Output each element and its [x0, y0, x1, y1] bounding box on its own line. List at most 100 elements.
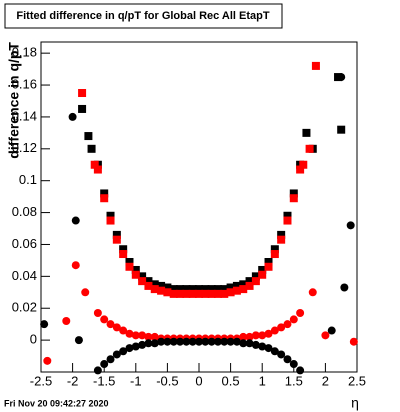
circle-marker — [93, 309, 102, 318]
circle-marker — [327, 326, 336, 335]
y-tick-label: 0.04 — [12, 268, 37, 283]
y-tick-label: 0.18 — [12, 45, 37, 60]
footer: Fri Nov 20 09:42:27 2020 — [4, 398, 109, 408]
circle-marker — [157, 337, 166, 346]
square-marker — [100, 194, 109, 203]
y-tick-label: 0.1 — [19, 172, 37, 187]
square-marker — [150, 280, 159, 289]
circle-marker — [125, 344, 134, 353]
square-marker — [169, 285, 178, 294]
square-marker — [226, 283, 235, 292]
y-tick-label: 0.14 — [12, 108, 37, 123]
y-tick-label: 0 — [30, 332, 37, 347]
square-marker — [232, 286, 241, 295]
x-tick-label: -0.5 — [156, 373, 178, 388]
square-marker — [213, 289, 222, 298]
square-marker — [251, 272, 260, 281]
square-marker — [239, 285, 248, 294]
square-marker — [270, 245, 279, 254]
square-marker — [258, 270, 267, 279]
y-tick-label: 0.12 — [12, 140, 37, 155]
square-marker — [125, 258, 134, 266]
square-marker — [144, 281, 153, 290]
circle-marker — [62, 316, 71, 325]
circle-marker — [220, 337, 229, 346]
circle-marker — [264, 344, 273, 353]
square-marker — [245, 277, 254, 286]
circle-marker — [296, 366, 305, 375]
circle-marker — [207, 337, 216, 346]
circle-marker — [321, 331, 330, 340]
square-marker — [157, 281, 166, 290]
circle-marker — [349, 337, 358, 346]
square-marker — [157, 286, 166, 295]
circle-marker — [150, 339, 159, 348]
square-marker — [289, 189, 298, 198]
square-marker — [302, 128, 311, 137]
circle-marker — [270, 347, 279, 356]
square-marker — [106, 211, 115, 220]
circle-marker — [213, 337, 222, 346]
square-marker — [131, 270, 140, 279]
square-marker — [299, 160, 308, 169]
circle-marker — [296, 309, 305, 318]
circle-marker — [112, 323, 121, 332]
circle-marker — [100, 360, 109, 369]
square-marker — [220, 289, 229, 298]
circle-marker — [182, 337, 191, 346]
square-marker — [131, 265, 140, 274]
x-tick-label: 1.5 — [285, 373, 303, 388]
square-marker — [112, 235, 121, 244]
square-marker — [195, 289, 203, 298]
square-marker — [112, 230, 121, 239]
circle-marker — [176, 337, 185, 346]
square-marker — [239, 280, 248, 289]
x-tick-label: 1 — [259, 373, 266, 388]
square-marker — [226, 288, 235, 297]
circle-marker — [106, 320, 115, 329]
x-tick-label: 0.5 — [222, 373, 240, 388]
circle-marker — [150, 332, 159, 341]
square-marker — [207, 285, 216, 294]
circle-marker — [144, 332, 153, 341]
square-marker — [188, 289, 197, 298]
square-marker — [138, 272, 147, 281]
square-marker — [201, 285, 210, 294]
square-marker — [264, 262, 273, 271]
x-tick-label: -1 — [130, 373, 142, 388]
circle-marker — [226, 337, 235, 346]
circle-marker — [289, 360, 298, 369]
circle-marker — [169, 337, 178, 346]
circle-marker — [40, 320, 49, 329]
circle-marker — [68, 112, 77, 121]
square-marker — [144, 277, 153, 286]
circle-marker — [131, 342, 140, 351]
circle-marker — [43, 356, 52, 365]
circle-marker — [270, 326, 279, 335]
circle-marker — [283, 320, 292, 329]
circle-marker — [251, 340, 260, 349]
circle-marker — [131, 331, 140, 340]
square-marker — [78, 89, 87, 98]
square-marker — [106, 216, 115, 225]
circle-marker — [258, 342, 267, 351]
circle-marker — [245, 332, 254, 341]
circle-marker — [239, 332, 248, 341]
square-marker — [93, 165, 102, 174]
square-marker — [163, 288, 172, 297]
circle-marker — [188, 337, 197, 346]
square-marker — [188, 285, 197, 294]
square-marker — [270, 250, 279, 259]
square-marker — [84, 132, 93, 141]
square-marker — [125, 262, 134, 271]
chart-title: Fitted difference in q/pT for Global Rec… — [16, 10, 270, 22]
square-marker — [150, 285, 159, 294]
circle-marker — [93, 366, 102, 375]
y-tick-label: 0.16 — [12, 76, 37, 91]
circle-marker — [119, 347, 128, 356]
title-box — [4, 3, 283, 29]
square-marker — [283, 211, 292, 220]
circle-marker — [337, 73, 346, 82]
